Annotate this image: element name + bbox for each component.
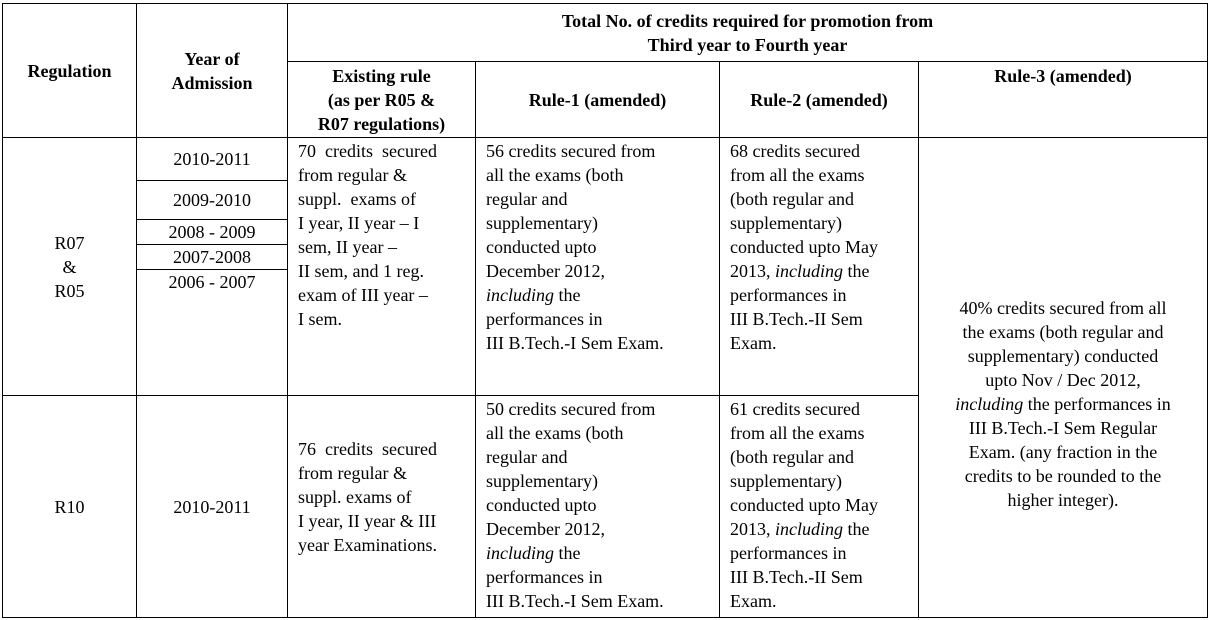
year-of-admission-header: Year of Admission: [136, 3, 288, 138]
header-row-2: Existing rule (as per R05 & R07 regulation…: [3, 61, 1208, 138]
regulation-cell: R10: [2, 395, 137, 618]
regulation-cell: R07 & R05: [2, 137, 137, 396]
year-list: 2010-2011 2009-2010 2008 - 2009 2007-200…: [137, 138, 287, 294]
existing-rule-header: Existing rule (as per R05 & R07 regulation…: [287, 61, 476, 138]
rule-1-cell: 50 credits secured from all the exams (b…: [475, 395, 720, 618]
year-of-admission-cell: 2010-2011: [136, 395, 288, 618]
regulation-header: Regulation: [2, 3, 137, 138]
year-item: 2010-2011: [137, 138, 287, 181]
promotion-credits-table: Regulation Year of Admission Total No. of…: [2, 3, 1208, 618]
rule-3-cell: 40% credits secured from all the exams (…: [918, 137, 1208, 618]
header-row-1: Regulation Year of Admission Total No. of…: [2, 3, 1208, 138]
year-item: 2009-2010: [137, 181, 287, 220]
existing-rule-cell: 76 credits secured from regular & suppl.…: [287, 395, 476, 618]
rule-1-header: Rule-1 (amended): [475, 61, 720, 138]
rule-2-cell: 68 credits secured from all the exams (b…: [719, 137, 919, 396]
rule-3-header: Rule-3 (amended): [918, 61, 1208, 138]
year-item: 2008 - 2009: [137, 220, 287, 245]
existing-rule-cell: 70 credits secured from regular & suppl.…: [287, 137, 476, 396]
table-row-r07-r05: R07 & R05 2010-2011 2009-2010 2008 - 2009 …: [2, 137, 1208, 618]
rule-2-header: Rule-2 (amended): [719, 61, 919, 138]
year-of-admission-cell: 2010-2011 2009-2010 2008 - 2009 2007-200…: [136, 137, 288, 396]
rule-2-cell: 61 credits secured from all the exams (b…: [719, 395, 919, 618]
year-item: 2006 - 2007: [168, 272, 256, 292]
table-row-r10: R10 2010-2011 76 credits secured from re…: [2, 395, 1208, 618]
year-item: 2007-2008: [137, 245, 287, 270]
total-credits-header: Total No. of credits required for promot…: [287, 3, 1208, 62]
rule-1-cell: 56 credits secured from all the exams (b…: [475, 137, 720, 396]
